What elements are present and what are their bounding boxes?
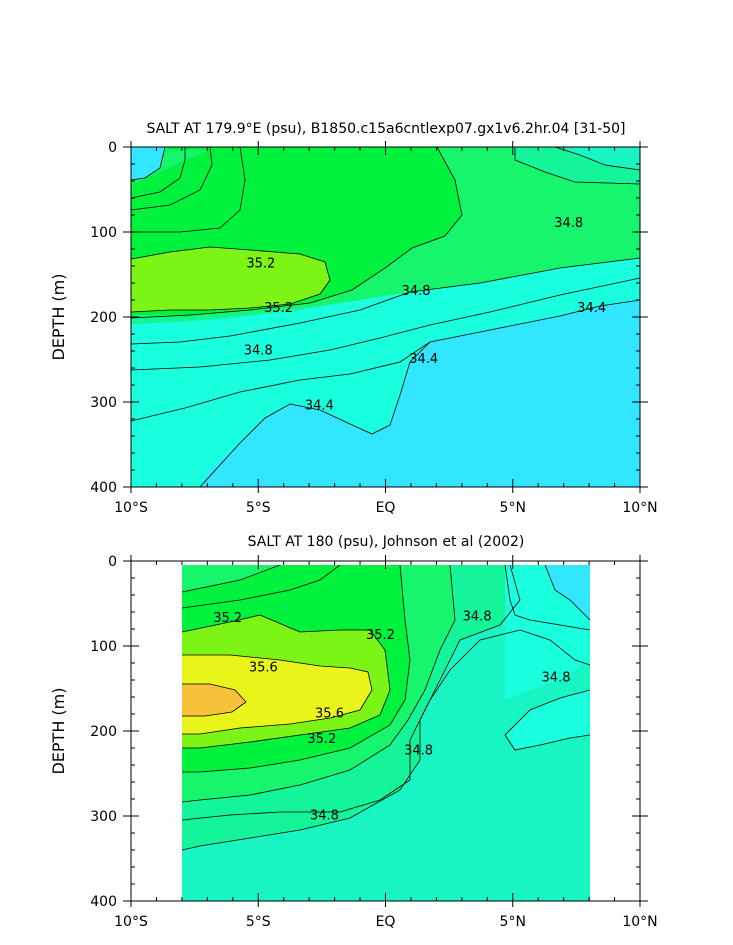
y-tick-label: 400 <box>90 480 117 496</box>
contour-label: 35.2 <box>213 611 242 626</box>
x-tick-label: EQ <box>376 500 396 516</box>
model-contour-labels: 35.2 35.2 34.8 34.8 34.8 34.4 34.4 34.4 <box>244 216 606 414</box>
model-axes: 10°S 5°S EQ 5°N 10°N 0 100 200 300 400 <box>90 140 657 516</box>
band-35-6-35-8 <box>182 655 372 734</box>
model-contour-fill <box>131 147 640 487</box>
x-tick-label: EQ <box>376 914 396 930</box>
y-tick-label: 200 <box>90 724 117 740</box>
contour-line <box>131 147 246 233</box>
band-east-34-6 <box>555 147 640 170</box>
contour-label: 34.4 <box>409 352 438 367</box>
contour-label: 35.6 <box>249 660 278 675</box>
contour-line <box>182 565 456 803</box>
observed-contour-fill <box>182 565 590 901</box>
contour-line <box>504 689 590 751</box>
contour-line <box>514 147 640 185</box>
contour-line <box>554 147 640 171</box>
contour-line <box>131 147 213 211</box>
observed-contour-labels: 35.2 35.2 35.6 35.6 35.2 34.8 34.8 34.8 34.8 <box>213 609 570 823</box>
band-inner-35-4 <box>131 247 330 312</box>
y-tick-label: 100 <box>90 639 117 655</box>
contour-label: 35.6 <box>315 706 344 721</box>
contour-label: 34.8 <box>404 744 433 759</box>
x-tick-label: 5°S <box>246 914 271 930</box>
contour-line <box>182 683 247 717</box>
model-contour-lines <box>131 147 640 487</box>
x-tick-label: 10°N <box>622 500 657 516</box>
y-tick-label: 100 <box>90 225 117 241</box>
contour-label: 34.8 <box>463 609 492 624</box>
band-lt-34-4 <box>545 565 590 620</box>
contour-line <box>131 257 640 345</box>
x-tick-label: 10°S <box>114 500 148 516</box>
model-salinity-panel: 10°S 5°S EQ 5°N 10°N 0 100 200 300 400 35.2 35.2 34… <box>49 121 658 516</box>
contour-label: 34.8 <box>542 671 571 686</box>
contour-label: 35.2 <box>264 301 293 316</box>
contour-line <box>182 565 281 593</box>
y-tick-label: 300 <box>90 809 117 825</box>
contour-label: 34.8 <box>244 343 273 358</box>
observed-contour-lines <box>182 565 590 851</box>
contour-line <box>544 565 590 621</box>
x-tick-label: 5°N <box>500 914 526 930</box>
model-y-axis-label: DEPTH (m) <box>49 273 68 360</box>
contour-line <box>182 614 391 749</box>
observed-chart-title: SALT AT 180 (psu), Johnson et al (2002) <box>248 534 525 550</box>
contour-label: 34.8 <box>310 808 339 823</box>
contour-label: 34.4 <box>577 301 606 316</box>
contour-line <box>131 299 640 422</box>
contour-line <box>131 147 166 181</box>
y-tick-label: 200 <box>90 310 117 326</box>
y-tick-label: 0 <box>108 140 117 156</box>
y-tick-label: 300 <box>90 395 117 411</box>
contour-label: 35.2 <box>246 257 275 272</box>
band-nw-corner <box>131 147 165 180</box>
band-lt-34-4 <box>200 300 640 487</box>
observed-axes: 10°S 5°S EQ 5°N 10°N 0 100 200 300 400 <box>90 554 657 930</box>
contour-line <box>504 565 590 631</box>
band-sw-34-4 <box>505 690 590 750</box>
contour-label: 34.4 <box>305 399 334 414</box>
contour-line <box>182 654 373 735</box>
observed-y-axis-label: DEPTH (m) <box>49 687 68 774</box>
y-tick-label: 400 <box>90 894 117 910</box>
contour-label: 35.2 <box>307 732 336 747</box>
y-tick-label: 0 <box>108 554 117 570</box>
contour-line <box>131 147 186 199</box>
band-se-34-4 <box>131 408 210 487</box>
x-tick-label: 5°S <box>246 500 271 516</box>
band-34-6-34-8 <box>182 565 590 901</box>
x-tick-label: 10°N <box>622 914 657 930</box>
contour-line <box>131 277 640 371</box>
band-gt-35-8 <box>182 684 246 716</box>
contour-line <box>182 565 341 609</box>
contour-line <box>182 565 411 773</box>
contour-label: 34.8 <box>402 284 431 299</box>
contour-label: 35.2 <box>366 628 395 643</box>
contour-line <box>131 147 463 319</box>
contour-line <box>182 629 590 821</box>
x-tick-label: 5°N <box>500 500 526 516</box>
contour-line <box>131 246 331 313</box>
contour-line <box>199 341 431 487</box>
model-chart-title: SALT AT 179.9°E (psu), B1850.c15a6cntlex… <box>146 121 625 137</box>
contour-label: 34.8 <box>554 216 583 231</box>
contour-line <box>182 565 521 851</box>
x-tick-label: 10°S <box>114 914 148 930</box>
